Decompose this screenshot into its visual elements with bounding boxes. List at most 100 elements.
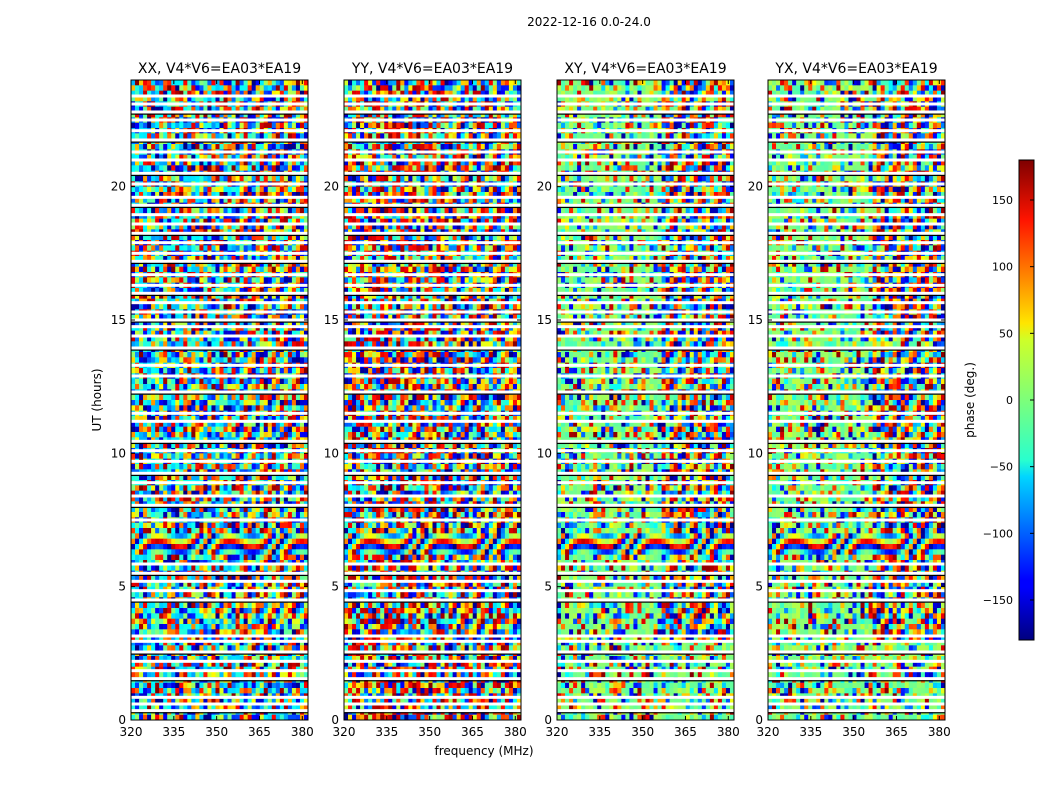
heatmap-cell (183, 144, 188, 150)
heatmap-cell (207, 288, 212, 294)
heatmap-cell (259, 656, 265, 662)
heatmap-cell (267, 544, 273, 550)
heatmap-cell (155, 528, 160, 534)
heatmap-cell (247, 261, 252, 267)
heatmap-cell (267, 90, 273, 97)
heatmap-cell (155, 378, 160, 385)
heatmap-cell (291, 80, 297, 86)
heatmap-cell (139, 192, 144, 198)
heatmap-cell (243, 608, 248, 614)
heatmap-cell (139, 496, 144, 502)
heatmap-cell (187, 496, 192, 502)
heatmap-cell (219, 576, 224, 582)
heatmap-cell (167, 426, 172, 433)
heatmap-cell (279, 266, 285, 273)
heatmap-cell (219, 80, 224, 86)
heatmap-cell (247, 549, 252, 555)
heatmap-cell (207, 352, 212, 358)
heatmap-cell (283, 192, 289, 198)
heatmap-cell (231, 234, 236, 241)
heatmap-cell (247, 85, 252, 91)
heatmap-cell (191, 112, 196, 118)
heatmap-cell (243, 474, 248, 481)
heatmap-cell (287, 133, 293, 139)
heatmap-cell (171, 304, 176, 310)
heatmap-cell (299, 256, 305, 262)
heatmap-cell (159, 277, 164, 283)
heatmap-cell (231, 341, 236, 347)
heatmap-cell (271, 80, 277, 86)
heatmap-cell (211, 304, 216, 310)
heatmap-cell (263, 576, 269, 582)
heatmap-cell (295, 618, 301, 625)
heatmap-cell (159, 442, 164, 449)
heatmap-cell (303, 90, 309, 97)
heatmap-cell (135, 613, 140, 619)
heatmap-cell (231, 352, 236, 358)
heatmap-cell (199, 261, 204, 267)
heatmap-cell (279, 442, 285, 449)
heatmap-cell (143, 218, 148, 225)
heatmap-cell (303, 85, 309, 91)
heatmap-cell (211, 330, 216, 337)
heatmap-cell (283, 330, 289, 337)
heatmap-cell (195, 234, 200, 241)
heatmap-cell (191, 293, 196, 299)
heatmap-cell (247, 165, 252, 171)
heatmap-cell (207, 106, 212, 113)
heatmap-cell (223, 160, 228, 166)
heatmap-cell (247, 90, 252, 97)
heatmap-cell (207, 234, 212, 241)
heatmap-cell (231, 154, 236, 161)
heatmap-cell (279, 96, 285, 102)
heatmap-cell (295, 426, 301, 433)
heatmap-cell (195, 453, 200, 459)
heatmap-cell (283, 314, 289, 321)
heatmap-cell (191, 245, 196, 251)
heatmap-cell (151, 320, 156, 326)
heatmap-cell (135, 304, 140, 310)
heatmap-cell (175, 624, 180, 630)
heatmap-cell (139, 160, 144, 166)
heatmap-cell (291, 192, 297, 198)
heatmap-cell (203, 288, 208, 294)
heatmap-cell (271, 629, 277, 635)
heatmap-cell (139, 288, 144, 294)
heatmap-cell (195, 122, 200, 129)
heatmap-cell (291, 234, 297, 241)
heatmap-cell (255, 618, 261, 625)
heatmap-cell (195, 618, 200, 625)
heatmap-cell (139, 592, 144, 598)
heatmap-cell (283, 602, 289, 609)
heatmap-cell (167, 538, 172, 545)
heatmap-cell (155, 288, 160, 294)
heatmap-cell (295, 85, 301, 91)
heatmap-cell (135, 154, 140, 161)
heatmap-cell (143, 672, 148, 678)
heatmap-cell (131, 218, 136, 225)
heatmap-cell (239, 538, 244, 545)
heatmap-cell (263, 186, 269, 193)
heatmap-cell (135, 80, 140, 86)
heatmap-cell (259, 80, 265, 86)
heatmap-cell (159, 85, 164, 91)
heatmap-cell (271, 602, 277, 609)
heatmap-cell (227, 432, 232, 438)
heatmap-cell (131, 672, 136, 678)
heatmap-cell (171, 464, 176, 470)
heatmap-cell (163, 160, 168, 166)
heatmap-cell (279, 112, 285, 118)
heatmap-cell (247, 416, 252, 422)
heatmap-cell (283, 565, 289, 571)
heatmap-cell (243, 352, 248, 358)
heatmap-cell (267, 320, 273, 326)
heatmap-cell (175, 122, 180, 129)
heatmap-cell (183, 90, 188, 97)
heatmap-cell (283, 533, 289, 539)
heatmap-cell (207, 416, 212, 422)
heatmap-cell (235, 288, 240, 294)
heatmap-cell (163, 453, 168, 459)
heatmap-cell (263, 528, 269, 534)
heatmap-cell (231, 314, 236, 321)
heatmap-cell (143, 336, 148, 342)
